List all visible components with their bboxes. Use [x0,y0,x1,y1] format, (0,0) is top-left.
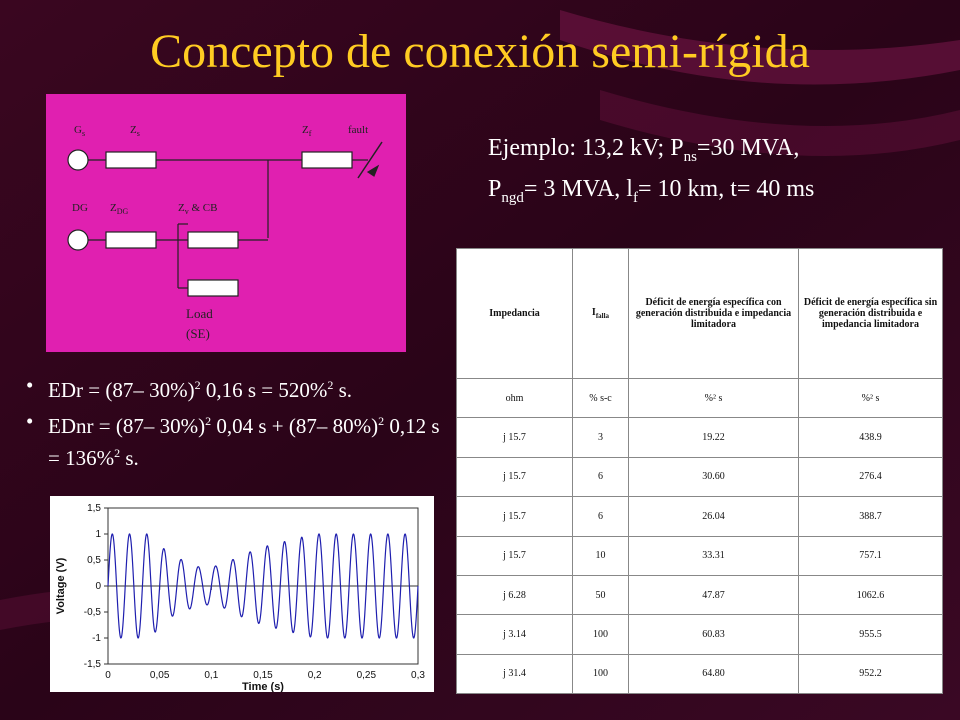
x-tick-label: 0,15 [253,670,273,681]
table-row: j 15.7 10 33.31 757.1 [456,535,943,576]
label-dg: DG [72,202,88,214]
y-tick-label: -1 [92,633,101,644]
table-row: j 15.7 3 19.22 438.9 [456,417,943,458]
cell-deficit-con: 64.80 [628,653,799,695]
circuit-diagram: Gs Zs Zf fault DG ZDG Zv & CB Load (SE) [46,94,406,352]
x-tick-label: 0,3 [411,670,425,681]
cell-deficit-sin: 757.1 [798,535,943,576]
cell-impedance: j 15.7 [456,417,573,458]
cell-deficit-sin: 955.5 [798,614,943,655]
x-tick-label: 0 [105,670,111,681]
circuit-wiring [67,141,383,297]
header-impedance: Impedancia [456,248,573,379]
zf-impedance-box [301,151,353,169]
cell-deficit-con: 60.83 [628,614,799,655]
zdg-impedance-box [105,231,157,249]
voltage-series-line [107,533,419,639]
label-zf: Zf [302,124,312,139]
energy-deficit-bullets: EDr = (87– 30%)2 0,16 s = 520%2 s. EDnr … [26,372,446,476]
load-box [187,279,239,297]
cell-deficit-con: 19.22 [628,417,799,458]
cell-impedance: j 6.28 [456,574,573,616]
x-tick-label: 0,25 [357,670,377,681]
bullet-edr: EDr = (87– 30%)2 0,16 s = 520%2 s. [26,372,446,404]
gs-source-icon [67,149,89,171]
label-zv-cb: Zv & CB [178,202,218,217]
cell-deficit-sin: 1062.6 [798,574,943,616]
cell-deficit-con: 30.60 [628,456,799,498]
cell-deficit-sin: 952.2 [798,653,943,695]
cell-ifalla: 100 [572,653,629,695]
cell-impedance: j 3.14 [456,614,573,655]
label-load: Load [186,306,213,321]
cell-deficit-sin: 438.9 [798,417,943,458]
header-ifalla: Ifalla [572,248,629,379]
y-tick-label: -0,5 [84,607,102,618]
cell-ifalla: 50 [572,574,629,616]
cell-ifalla: 6 [572,456,629,498]
cell-impedance: j 15.7 [456,496,573,537]
example-line-1: Ejemplo: 13,2 kV; Pns=30 MVA, [488,135,800,165]
x-axis-label: Time (s) [242,681,284,692]
slide-title: Concepto de conexión semi-rígida [150,25,810,78]
example-line-2: Pngd= 3 MVA, lf= 10 km, t= 40 ms [488,175,815,206]
label-fault: fault [348,124,369,136]
fault-arrow-icon [357,141,383,179]
label-zs: Zs [130,124,140,139]
unit-impedance: ohm [456,377,573,419]
dg-source-icon [67,229,89,251]
y-tick-label: 1 [95,529,101,540]
y-axis-label: Voltage (V) [55,557,67,614]
header-deficit-con: Déficit de energía específica con genera… [628,248,799,379]
x-tick-label: 0,1 [204,670,218,681]
cell-deficit-con: 47.87 [628,574,799,616]
example-parameters: Ejemplo: 13,2 kV; Pns=30 MVA, Pngd= 3 MV… [488,132,814,214]
cell-deficit-con: 33.31 [628,535,799,576]
cell-deficit-sin: 388.7 [798,496,943,537]
x-tick-label: 0,05 [150,670,170,681]
label-zdg: ZDG [110,202,129,217]
label-load-se: (SE) [186,326,210,341]
cell-ifalla: 10 [572,535,629,576]
bullet-ednr: EDnr = (87– 30%)2 0,04 s + (87– 80%)2 0,… [26,408,446,472]
cell-ifalla: 3 [572,417,629,458]
voltage-chart: 0 0,05 0,1 0,15 0,2 0,25 0,3 1,5 1 0,5 0 -0,5 -1 -1,5… [50,496,434,692]
table-row: j 15.7 6 26.04 388.7 [456,496,943,537]
cell-ifalla: 6 [572,496,629,537]
header-deficit-sin: Déficit de energía específica sin genera… [798,248,943,379]
cell-deficit-sin: 276.4 [798,456,943,498]
cell-deficit-con: 26.04 [628,496,799,537]
label-gs: Gs [74,124,86,139]
table-row: j 3.14 100 60.83 955.5 [456,614,943,655]
table-row: j 31.4 100 64.80 952.2 [456,653,943,695]
x-tick-label: 0,2 [308,670,322,681]
y-tick-label: 0 [95,581,101,592]
y-tick-label: 0,5 [87,555,101,566]
cell-impedance: j 15.7 [456,456,573,498]
zs-impedance-box [105,151,157,169]
unit-deficit-con: %² s [628,377,799,419]
results-table: Impedancia Ifalla Déficit de energía esp… [456,248,943,695]
unit-ifalla: % s-c [572,377,629,419]
table-row: j 6.28 50 47.87 1062.6 [456,574,943,616]
y-tick-label: 1,5 [87,503,101,514]
table-row: j 15.7 6 30.60 276.4 [456,456,943,498]
zv-cb-box [187,231,239,249]
voltage-chart-svg: 0 0,05 0,1 0,15 0,2 0,25 0,3 1,5 1 0,5 0 -0,5 -1 -1,5… [55,503,425,692]
unit-deficit-sin: %² s [798,377,943,419]
cell-ifalla: 100 [572,614,629,655]
cell-impedance: j 15.7 [456,535,573,576]
cell-impedance: j 31.4 [456,653,573,695]
y-tick-label: -1,5 [84,659,102,670]
